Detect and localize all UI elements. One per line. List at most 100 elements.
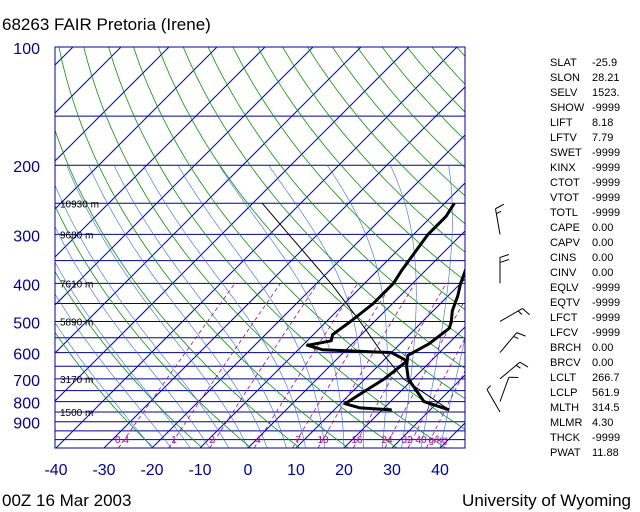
index-label: MLTH <box>550 402 579 414</box>
wind-barb-half-flag <box>515 364 521 369</box>
index-value: -9999 <box>592 327 620 339</box>
moist-adiabat <box>88 165 268 448</box>
dry-adiabat <box>282 47 465 253</box>
mixing-ratio-line <box>209 283 319 448</box>
index-value: 0.00 <box>592 252 613 264</box>
mixing-ratio-label: 32 <box>401 435 413 446</box>
mixing-ratio-label: 10 <box>317 435 329 446</box>
index-label: SELV <box>550 87 578 99</box>
index-value: -9999 <box>592 297 620 309</box>
temperature-tick-label: -40 <box>44 462 67 479</box>
moist-adiabat <box>55 226 210 448</box>
mixing-ratio-label: 40 <box>415 435 427 446</box>
dry-adiabat <box>55 204 252 448</box>
isotherm-line <box>199 182 465 448</box>
moist-adiabat <box>439 337 465 448</box>
parcel-trace <box>261 202 450 411</box>
index-value: -9999 <box>592 177 620 189</box>
index-label: SLAT <box>550 57 577 69</box>
wind-barb-flag <box>499 258 510 263</box>
index-label: SHOW <box>550 102 585 114</box>
pressure-tick-label: 700 <box>13 373 40 390</box>
mixing-ratio-label: 4 <box>255 435 261 446</box>
index-label: CAPV <box>550 237 581 249</box>
pressure-tick-label: 200 <box>13 159 40 176</box>
isotherm-line <box>55 47 266 258</box>
sounding-profiles <box>261 202 465 412</box>
moist-adiabat <box>177 165 326 448</box>
dry-adiabat <box>83 47 398 448</box>
wind-barb-shaft <box>499 377 510 402</box>
index-label: LCLT <box>550 372 576 384</box>
index-value: 8.18 <box>592 117 613 129</box>
height-label: 1500 m <box>60 408 93 419</box>
index-value: 0.00 <box>592 357 613 369</box>
isotherm-line <box>55 47 170 162</box>
wind-barb-shaft <box>499 308 523 322</box>
mixing-ratio-label: g/kg <box>429 435 448 446</box>
index-value: 1523. <box>592 87 620 99</box>
index-label: SWET <box>550 147 582 159</box>
isotherm-line <box>55 47 218 210</box>
wind-barb-half-flag <box>486 385 491 390</box>
index-value: 0.00 <box>592 237 613 249</box>
date-label: 00Z 16 Mar 2003 <box>2 491 131 510</box>
isotherm-line <box>55 47 362 354</box>
wind-barb-shaft <box>499 361 521 380</box>
chart-title: 68263 FAIR Pretoria (Irene) <box>2 15 211 34</box>
moist-adiabat <box>420 165 453 448</box>
pressure-tick-label: 500 <box>13 315 40 332</box>
isotherm-line <box>55 47 314 306</box>
index-label: CINS <box>550 252 576 264</box>
dewpoint-trace <box>306 202 456 412</box>
moist-adiabat <box>55 184 230 448</box>
temperature-tick-label: 30 <box>383 462 401 479</box>
index-value: -25.9 <box>592 57 617 69</box>
index-value: -9999 <box>592 312 620 324</box>
moist-adiabat <box>113 165 287 448</box>
dry-adiabat <box>207 47 465 340</box>
index-value: 4.30 <box>592 417 613 429</box>
wind-barb-flag <box>495 203 505 210</box>
index-value: 0.00 <box>592 267 613 279</box>
pressure-tick-label: 600 <box>13 347 40 364</box>
pressure-tick-label: 900 <box>13 416 40 433</box>
wind-barb-half-flag <box>496 210 502 215</box>
mixing-ratio-line <box>426 369 465 448</box>
pressure-tick-label: 100 <box>13 41 40 58</box>
isotherm-line <box>55 47 410 402</box>
index-label: LIFT <box>550 117 573 129</box>
stability-indices: SLAT -25.9 SLON 28.21 SELV 1523. SHOW -9999 LIFT… <box>550 57 620 459</box>
dry-adiabat <box>182 47 465 370</box>
wind-barb-flag <box>516 332 526 337</box>
mixing-ratio-line <box>292 283 393 448</box>
height-label: 5890 m <box>60 317 93 328</box>
mixing-ratio-line <box>317 283 416 448</box>
height-label: 9680 m <box>60 230 93 241</box>
index-value: -9999 <box>592 102 620 114</box>
dry-adiabat <box>55 129 300 448</box>
index-value: 561.9 <box>592 387 620 399</box>
wind-barb-flag <box>522 308 530 316</box>
index-label: VTOT <box>550 192 579 204</box>
dry-adiabat <box>55 331 154 448</box>
isotherm-line <box>247 230 465 448</box>
dry-adiabat <box>531 47 640 448</box>
temperature-trace <box>405 267 465 412</box>
wind-barbs <box>486 203 530 413</box>
mixing-ratio-line <box>168 283 281 448</box>
temperature-tick-label: -20 <box>140 462 163 479</box>
mixing-ratio-label: 24 <box>381 435 393 446</box>
wind-barb-half-flag <box>513 336 519 340</box>
isotherm-line <box>295 278 465 448</box>
index-value: -9999 <box>592 432 620 444</box>
wind-barb-half-flag <box>517 310 523 315</box>
index-value: -9999 <box>592 282 620 294</box>
index-value: 11.88 <box>592 447 619 459</box>
index-label: LCLP <box>550 387 578 399</box>
dry-adiabat <box>307 47 465 225</box>
dry-adiabat <box>133 47 465 430</box>
index-value: -9999 <box>592 147 620 159</box>
index-label: LFCT <box>550 312 578 324</box>
